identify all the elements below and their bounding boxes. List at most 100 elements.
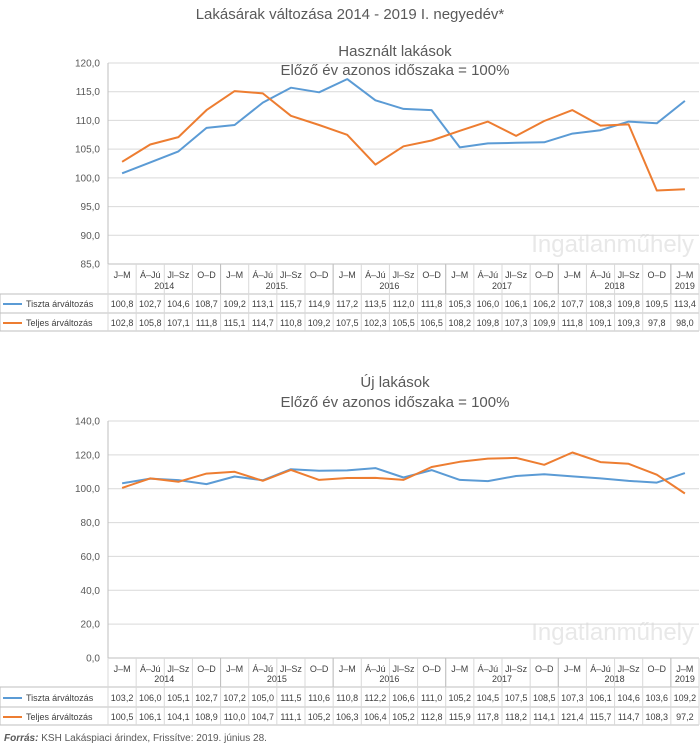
legend-label: Tiszta árváltozás xyxy=(26,299,94,309)
y-tick-label: 100,0 xyxy=(75,173,100,184)
data-label: 114,9 xyxy=(308,299,330,309)
data-label: 107,3 xyxy=(505,318,528,328)
y-tick-label: 60,0 xyxy=(81,552,101,563)
data-label: 111,1 xyxy=(280,712,301,722)
data-label: 109,3 xyxy=(617,318,640,328)
data-label: 100,5 xyxy=(111,712,134,722)
x-tick-label: Jl–Sz xyxy=(505,664,528,674)
data-label: 106,2 xyxy=(533,299,556,309)
data-label: 103,6 xyxy=(646,693,669,703)
data-label: 106,0 xyxy=(139,693,162,703)
data-label: 104,1 xyxy=(167,712,190,722)
x-tick-label: O–D xyxy=(310,664,329,674)
chart-title: Új lakások xyxy=(360,374,430,391)
y-tick-label: 100,0 xyxy=(75,484,100,495)
data-label: 109,8 xyxy=(617,299,640,309)
data-label: 109,2 xyxy=(308,318,331,328)
data-label: 107,5 xyxy=(505,693,528,703)
data-label: 112,8 xyxy=(421,712,443,722)
y-tick-label: 80,0 xyxy=(81,518,101,529)
x-tick-label: O–D xyxy=(648,270,667,280)
x-tick-label: J–M xyxy=(114,664,131,674)
x-year-label: 2015 xyxy=(267,674,287,684)
data-label: 100,8 xyxy=(111,299,134,309)
main-title: Lakásárak változása 2014 - 2019 I. negye… xyxy=(195,6,505,23)
x-tick-label: O–D xyxy=(422,664,441,674)
data-label: 111,5 xyxy=(280,693,301,703)
data-label: 98,0 xyxy=(676,318,694,328)
data-label: 102,8 xyxy=(111,318,134,328)
series-line-teljes xyxy=(121,451,686,495)
data-label: 106,1 xyxy=(505,299,528,309)
data-label: 102,3 xyxy=(364,318,387,328)
series-line-tiszta xyxy=(121,78,686,175)
y-tick-label: 110,0 xyxy=(76,116,101,127)
data-label: 105,8 xyxy=(139,318,162,328)
data-label: 112,2 xyxy=(364,693,386,703)
data-label: 109,8 xyxy=(477,318,500,328)
x-tick-label: Jl–Sz xyxy=(167,664,190,674)
data-label: 110,6 xyxy=(308,693,330,703)
chart-subtitle: Előző év azonos időszaka = 100% xyxy=(281,62,510,79)
data-label: 108,7 xyxy=(195,299,218,309)
x-tick-label: Á–Jú xyxy=(478,664,499,674)
series-line-teljes xyxy=(121,90,685,192)
data-label: 115,7 xyxy=(280,299,302,309)
data-label: 107,7 xyxy=(561,299,584,309)
data-label: 108,5 xyxy=(533,693,556,703)
data-label: 109,9 xyxy=(533,318,556,328)
x-tick-label: Á–Jú xyxy=(140,664,161,674)
data-label: 107,5 xyxy=(336,318,359,328)
x-tick-label: Jl–Sz xyxy=(280,664,303,674)
chart-used-homes: Használt lakások Előző év azonos időszaka… xyxy=(0,43,700,332)
data-label: 104,7 xyxy=(252,712,275,722)
data-label: 105,1 xyxy=(167,693,190,703)
y-tick-label: 85,0 xyxy=(81,260,101,271)
x-year-label: 2014 xyxy=(154,674,174,684)
x-tick-label: J–M xyxy=(339,270,356,280)
x-year-label: 2016 xyxy=(379,674,399,684)
x-tick-label: Á–Jú xyxy=(253,270,274,280)
data-label: 118,2 xyxy=(505,712,527,722)
data-label: 121,4 xyxy=(561,712,584,722)
y-tick-label: 40,0 xyxy=(81,586,101,597)
x-tick-label: Jl–Sz xyxy=(280,270,303,280)
source-text: KSH Lakáspiaci árindex, Frissítve: 2019.… xyxy=(41,733,267,744)
data-label: 115,9 xyxy=(449,712,471,722)
y-tick-label: 105,0 xyxy=(75,145,100,156)
data-label: 107,2 xyxy=(223,693,246,703)
data-label: 105,5 xyxy=(392,318,415,328)
x-tick-label: Jl–Sz xyxy=(392,664,415,674)
x-tick-label: J–M xyxy=(564,270,581,280)
x-tick-label: Á–Jú xyxy=(140,270,161,280)
data-label: 110,8 xyxy=(280,318,302,328)
y-tick-label: 0,0 xyxy=(86,654,100,665)
source-label: Forrás: xyxy=(4,733,39,744)
x-tick-label: O–D xyxy=(535,270,554,280)
data-label: 117,2 xyxy=(336,299,358,309)
data-label: 114,7 xyxy=(252,318,274,328)
data-label: 104,6 xyxy=(167,299,190,309)
data-label: 109,5 xyxy=(646,299,669,309)
x-year-label: 2019 xyxy=(675,674,695,684)
y-tick-label: 120,0 xyxy=(75,450,100,461)
x-tick-label: J–M xyxy=(676,664,693,674)
x-tick-label: Jl–Sz xyxy=(167,270,190,280)
x-tick-label: J–M xyxy=(451,270,468,280)
data-label: 107,1 xyxy=(167,318,190,328)
legend-label: Tiszta árváltozás xyxy=(26,693,94,703)
data-label: 106,4 xyxy=(364,712,387,722)
x-tick-label: J–M xyxy=(226,664,243,674)
x-tick-label: J–M xyxy=(564,664,581,674)
data-label: 106,3 xyxy=(336,712,359,722)
data-label: 105,2 xyxy=(449,693,472,703)
data-label: 105,2 xyxy=(392,712,415,722)
x-tick-label: Á–Jú xyxy=(365,270,386,280)
x-year-label: 2017 xyxy=(492,281,512,291)
x-year-label: 2016 xyxy=(379,281,399,291)
data-label: 109,2 xyxy=(223,299,246,309)
data-label: 106,6 xyxy=(392,693,415,703)
data-label: 112,0 xyxy=(393,299,415,309)
data-label: 117,8 xyxy=(477,712,499,722)
data-label: 105,3 xyxy=(449,299,472,309)
